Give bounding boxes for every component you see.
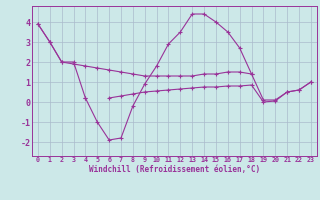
X-axis label: Windchill (Refroidissement éolien,°C): Windchill (Refroidissement éolien,°C) bbox=[89, 165, 260, 174]
